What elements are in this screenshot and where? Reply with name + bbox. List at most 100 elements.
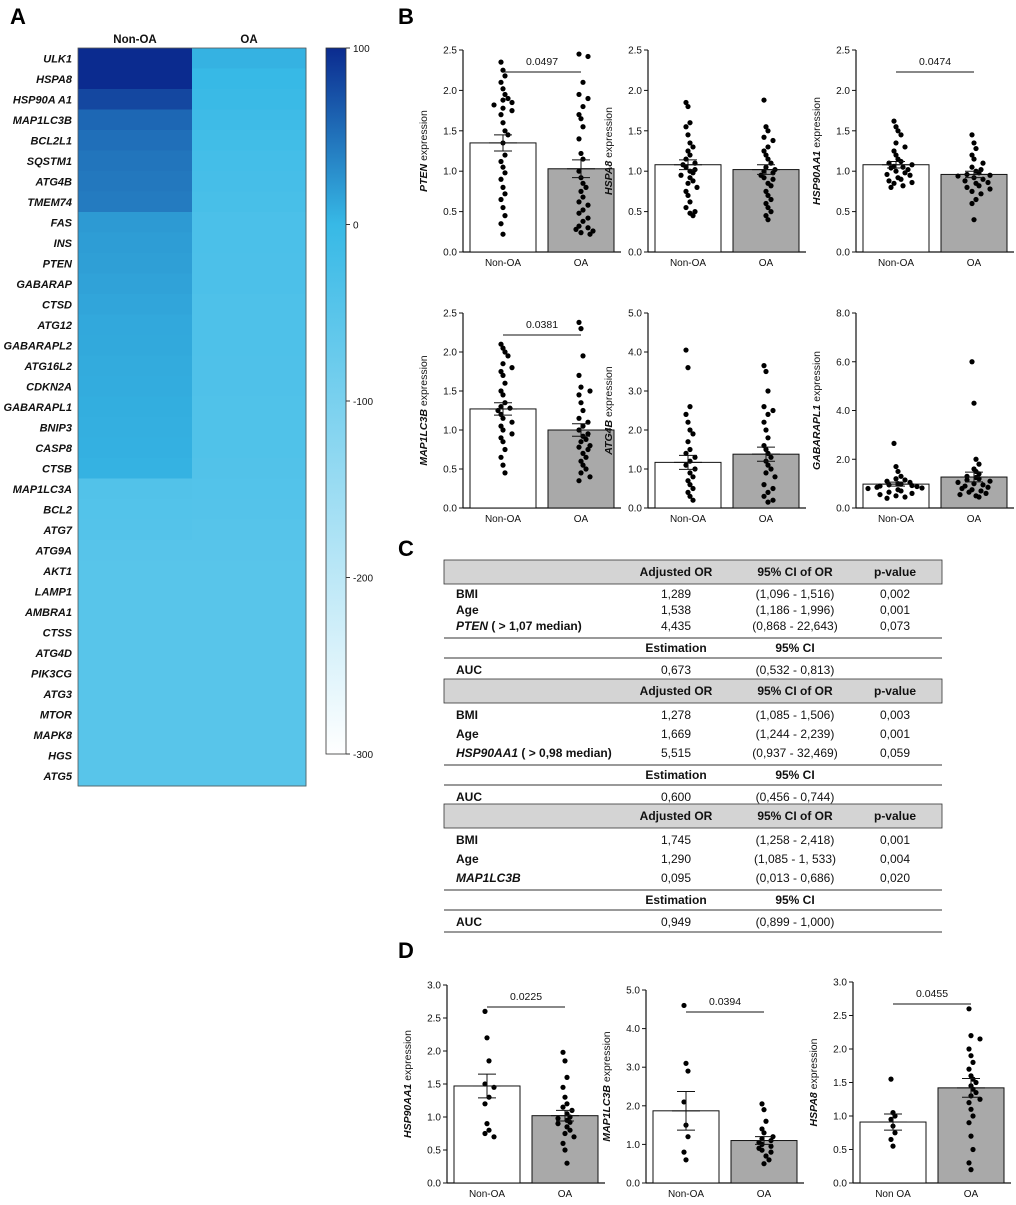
heatmap-gene-label: CTSB	[42, 463, 72, 475]
data-point	[968, 1033, 974, 1039]
table-p-value: 0,002	[880, 587, 910, 601]
table-row-label-text: Age	[456, 852, 479, 866]
data-point	[500, 184, 506, 190]
heatmap-gene-label: GABARAPL1	[4, 402, 72, 414]
y-axis-label-unit: expression	[418, 110, 430, 164]
data-point	[971, 140, 977, 146]
data-point	[578, 400, 584, 406]
data-point	[560, 1140, 566, 1146]
p-value-label: 0.0225	[510, 991, 542, 1003]
data-point	[587, 388, 593, 394]
y-tick-label: 1.5	[427, 1080, 441, 1091]
heatmap-gene-label: ATG4B	[35, 176, 73, 188]
data-point	[500, 97, 506, 103]
data-point	[763, 124, 769, 130]
heatmap-cell	[78, 68, 193, 90]
data-point	[509, 431, 515, 437]
heatmap-cell	[192, 478, 307, 500]
data-point	[964, 473, 970, 479]
data-point	[687, 404, 693, 410]
data-point	[690, 431, 696, 437]
data-point	[898, 488, 904, 494]
table-ci-value: (0,937 - 32,469)	[752, 746, 837, 760]
data-point	[576, 168, 582, 174]
data-point	[765, 462, 771, 468]
table-block: Adjusted OR 95% CI of OR p-value BMI 1,745 (1…	[443, 803, 943, 933]
data-point	[498, 221, 504, 227]
data-point	[560, 1049, 566, 1055]
data-point	[893, 463, 899, 470]
data-point	[500, 345, 506, 351]
data-point	[690, 497, 696, 503]
data-point	[578, 116, 584, 122]
data-point	[886, 178, 892, 184]
data-point	[576, 372, 582, 378]
data-point	[498, 341, 504, 347]
data-point	[683, 204, 689, 211]
data-point	[971, 156, 977, 162]
data-point	[902, 170, 908, 176]
data-point	[500, 439, 506, 445]
heatmap-cell	[78, 704, 193, 725]
heatmap-cell	[192, 519, 307, 541]
data-point	[502, 91, 508, 98]
table-header-cell: 95% CI of OR	[757, 684, 833, 698]
y-tick-label: 0.0	[427, 1179, 441, 1190]
table-ci-value: (1,258 - 2,418)	[756, 833, 835, 847]
table-estimation-header: Estimation	[645, 893, 706, 907]
heatmap-cell	[78, 48, 193, 69]
data-point	[498, 59, 504, 65]
heatmap-cell	[192, 355, 307, 377]
data-point	[587, 443, 593, 449]
colorbar-tick-label: -300	[353, 750, 373, 761]
data-point	[895, 128, 901, 134]
data-point	[555, 1121, 561, 1127]
data-point	[763, 1153, 769, 1159]
data-point	[761, 134, 767, 140]
data-point	[909, 490, 915, 496]
y-tick-label: 4.0	[628, 348, 642, 359]
table-header-cell: p-value	[874, 565, 916, 579]
data-point	[919, 485, 925, 491]
table-or-value: 4,435	[661, 619, 691, 633]
data-point	[500, 67, 506, 73]
data-point	[580, 79, 586, 85]
data-point	[761, 97, 767, 103]
y-tick-label: 6.0	[836, 357, 850, 368]
y-tick-label: 5.0	[626, 986, 640, 997]
data-point	[959, 485, 965, 492]
heatmap-cell	[192, 601, 307, 623]
data-point	[966, 489, 972, 495]
heatmap-cell	[78, 745, 193, 766]
data-point	[578, 470, 584, 476]
data-point	[484, 1035, 490, 1041]
heatmap-gene-label: ATG5	[42, 771, 72, 783]
data-point	[576, 51, 582, 57]
data-point	[502, 152, 508, 158]
heatmap-cell	[192, 68, 307, 90]
data-point	[765, 499, 771, 505]
data-point	[976, 183, 982, 189]
data-point	[500, 372, 506, 378]
table-estimation-header: Estimation	[645, 768, 706, 782]
data-point	[969, 164, 975, 170]
data-point	[765, 204, 771, 211]
data-point	[484, 1121, 490, 1127]
table-estimation-header: Estimation	[645, 641, 706, 655]
table-row-label: Age	[456, 727, 479, 741]
data-point	[765, 192, 771, 199]
data-point	[685, 419, 691, 425]
data-point	[763, 470, 769, 476]
data-point	[909, 482, 915, 489]
data-point	[690, 170, 696, 176]
data-point	[759, 1126, 765, 1132]
data-point	[498, 454, 504, 460]
data-point	[761, 482, 767, 488]
table-auc-ci: (0,899 - 1,000)	[756, 915, 835, 929]
data-point	[507, 405, 513, 411]
data-point	[884, 495, 890, 501]
data-point	[685, 489, 691, 495]
bar-chart-gabarapl1: 0.0 2.0 4.0 6.0 8.0 GABARAPL1 expression Non-O…	[811, 309, 1014, 525]
data-point	[763, 200, 769, 207]
y-tick-label: 1.5	[628, 126, 642, 137]
